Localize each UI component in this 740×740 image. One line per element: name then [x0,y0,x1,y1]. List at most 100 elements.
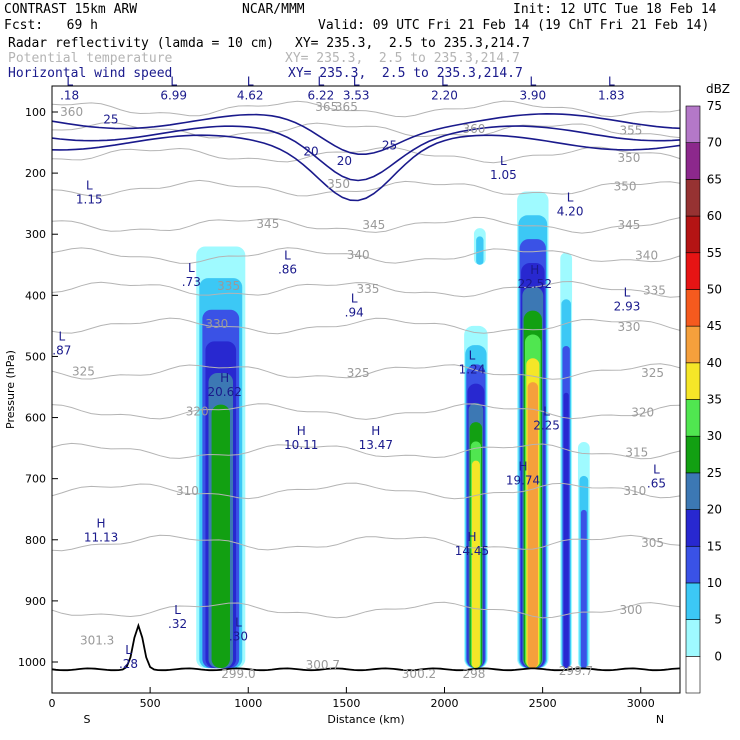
x-tick-label: 500 [140,697,161,710]
theta-label: 325 [72,365,95,379]
plot-frame [51,85,681,694]
wind-extremum-value: 20.62 [208,385,242,399]
wind-extremum-value: 1.24 [459,362,486,376]
y-tick-label: 900 [25,595,46,608]
theta-label: 340 [635,249,658,263]
field-theta-name: Potential temperature [8,51,173,66]
title-left: CONTRAST 15km ARW [4,2,138,17]
wind-contour [52,125,680,182]
wind-extremum-value: 1.83 [598,89,625,103]
colorbar-swatch [685,105,701,143]
wind-extremum-value: .87 [52,343,71,357]
theta-contour [52,442,680,460]
wind-extremum-kind: H [220,371,229,385]
colorbar-swatch [685,509,701,547]
x-axis-label: Distance (km) [327,713,404,726]
theta-label: 305 [641,536,664,550]
colorbar-label: 30 [707,429,722,443]
theta-label: 335 [643,283,666,297]
wind-extremum-value: .32 [168,617,187,631]
y-tick-label: 200 [25,167,46,180]
x-tick-label: 1000 [234,697,262,710]
x-tick-label: 2500 [529,697,557,710]
x-tick-label: 2000 [431,697,459,710]
wind-extremum-value: 13.47 [359,438,393,452]
x-tick-label: 0 [49,697,56,710]
theta-contour [52,280,680,298]
colorbar-label: 35 [707,393,722,407]
theta-contour [52,179,680,197]
wind-extremum-kind: L [170,75,177,89]
wind-extremum-kind: L [235,615,242,629]
wind-extremum-kind: H [371,424,380,438]
wind-contour-label: 25 [382,139,397,153]
wind-contour-label: 20 [337,154,352,168]
theta-contour [52,247,680,264]
theta-label: 325 [347,366,370,380]
field-wind-name: Horizontal wind speed [8,66,173,81]
wind-extremum-value: 3.90 [519,89,546,103]
title-center: NCAR/MMM [242,2,305,17]
wind-contour [52,134,680,202]
colorbar-label: 60 [707,209,722,223]
wind-extremum-value: 2.93 [614,299,641,313]
y-tick-label: 500 [25,350,46,363]
reflectivity-band [476,236,484,265]
theta-label: 350 [618,151,641,165]
theta-label: 325 [641,366,664,380]
y-tick-label: 1000 [18,656,46,669]
theta-label: 315 [625,445,648,459]
colorbar-label: 45 [707,319,722,333]
wind-extremum-kind: L [58,329,65,343]
colorbar-label: 40 [707,356,722,370]
theta-label: 350 [614,180,637,194]
theta-label: 310 [176,484,199,498]
wind-extremum-value: 2.20 [431,89,458,103]
wind-extremum-kind: H [467,530,476,544]
field-wind-xy: XY= 235.3, 2.5 to 235.3,214.7 [288,66,523,81]
theta-contour [52,482,680,500]
wind-contour [52,112,680,155]
wind-extremum-kind: L [351,292,358,306]
wind-extremum-value: 6.99 [160,89,187,103]
wind-extremum-value: .65 [647,477,666,491]
wind-extremum-value: .18 [60,89,79,103]
y-tick-label: 800 [25,534,46,547]
theta-label: 360 [462,122,485,136]
wind-extremum-kind: L [174,603,181,617]
wind-extremum-kind: L [529,75,536,89]
theta-label: 310 [623,484,646,498]
colorbar-label: 75 [707,99,722,113]
colorbar-label: 25 [707,466,722,480]
reflectivity-band [471,460,480,669]
wind-extremum-kind: L [86,178,93,192]
wind-extremum-value: .94 [345,306,364,320]
theta-label: 350 [327,177,350,191]
theta-label: 355 [619,123,642,137]
colorbar-swatch [685,545,701,584]
reflectivity-band [211,404,230,669]
colorbar-swatch [685,656,701,694]
colorbar-label: 0 [714,649,722,663]
theta-label: 298 [462,667,485,681]
y-tick-label: 100 [25,106,46,119]
wind-extremum-value: 10.11 [284,438,318,452]
wind-extremum-value: 19.74 [506,474,540,488]
theta-label: 330 [205,317,228,331]
wind-extremum-kind: L [66,75,73,89]
theta-label: 299.0 [221,667,255,681]
colorbar-label: 20 [707,503,722,517]
colorbar-swatch [685,435,701,474]
wind-extremum-value: 2.25 [533,419,560,433]
theta-label: 300.2 [402,667,436,681]
y-tick-label: 400 [25,289,46,302]
wind-extremum-value: .28 [119,657,138,671]
wind-extremum-value: 1.05 [490,168,517,182]
valid-time: Valid: 09 UTC Fri 21 Feb 14 (19 ChT Fri … [318,18,710,33]
theta-contour [52,403,680,420]
theta-label: 320 [631,406,654,420]
theta-contour [52,363,680,380]
y-tick-label: 700 [25,473,46,486]
y-tick-label: 600 [25,412,46,425]
